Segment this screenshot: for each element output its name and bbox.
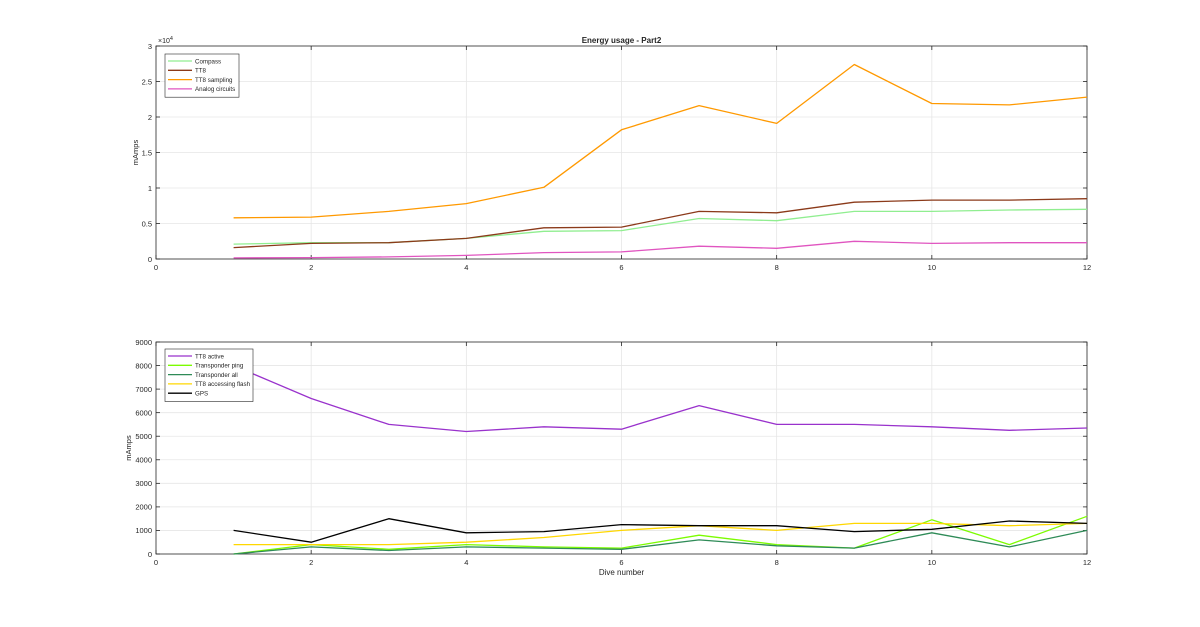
chart-1-series-line-2 [233,198,1088,249]
chart-2-legend-label-1: TT8 active [195,353,224,360]
chart-2-legend-label-5: GPS [195,391,208,398]
chart-2-legend-label-2: Transponder ping [195,363,244,370]
chart-2-y-tick-label: 0 [148,550,152,559]
chart-2-x-tick-label: 6 [619,558,623,567]
chart-2-legend-label-3: Transponder all [195,372,238,379]
chart-2-x-tick-label: 2 [309,558,313,567]
chart-1-y-tick-label: 2.5 [142,77,152,86]
chart-2-series-line-1 [233,365,1088,433]
chart-1-x-tick-label: 4 [464,263,468,272]
chart-2-y-tick-label: 2000 [135,503,152,512]
chart-2-x-tick-label: 0 [154,558,158,567]
chart-2-y-tick-label: 1000 [135,526,152,535]
chart-1-series-line-4 [233,240,1087,259]
chart-2-x-tick-label: 4 [464,558,468,567]
chart-2-series-line-5 [233,518,1088,543]
chart-1-legend-label-4: Analog circuits [195,86,235,93]
chart-1-x-tick-label: 0 [154,263,158,272]
chart-1-legend-label-3: TT8 sampling [195,77,233,84]
chart-1-legend-label-1: Compass [195,58,221,65]
chart-2-y-tick-label: 9000 [135,338,152,347]
chart-2-y-tick-label: 4000 [135,456,152,465]
chart-1-title: Energy usage - Part2 [582,36,662,45]
chart-1-y-exponent-power: 4 [170,36,173,42]
chart-1-y-axis-label: mAmps [131,140,140,166]
chart-2-y-tick-label: 6000 [135,408,152,417]
chart-1-x-tick-label: 12 [1083,263,1091,272]
chart-1-x-tick-label: 8 [775,263,779,272]
chart-2-y-tick-label: 8000 [135,361,152,370]
chart-2-x-tick-label: 8 [775,558,779,567]
chart-1-x-tick-label: 2 [309,263,313,272]
chart-2-x-tick-label: 10 [928,558,936,567]
chart-2-x-tick-label: 12 [1083,558,1091,567]
chart-1-legend-label-2: TT8 [195,68,207,75]
chart-2-y-axis-label: mAmps [124,435,133,461]
chart-1-y-tick-label: 1.5 [142,148,152,157]
chart-2-series-line-3 [233,529,1088,555]
chart-2-series-line-4 [233,522,1088,546]
chart-1-x-tick-label: 6 [619,263,623,272]
chart-1-y-tick-label: 3 [148,42,152,51]
chart-1-y-tick-label: 0 [148,255,152,264]
chart-1-y-exponent-base: ×10 [158,38,170,45]
chart-1-x-tick-label: 10 [928,263,936,272]
chart-2-legend-label-4: TT8 accessing flash [195,381,251,388]
chart-1-series-line-3 [233,63,1088,219]
chart-1-y-tick-label: 0.5 [142,219,152,228]
chart-1-y-tick-label: 2 [148,113,152,122]
chart-2-y-tick-label: 7000 [135,385,152,394]
chart-2-x-axis-label: Dive number [599,568,645,577]
chart-1-y-tick-label: 1 [148,184,152,193]
chart-1-y-exponent: ×104 [158,36,173,45]
chart-2-y-tick-label: 5000 [135,432,152,441]
chart-2-y-tick-label: 3000 [135,479,152,488]
